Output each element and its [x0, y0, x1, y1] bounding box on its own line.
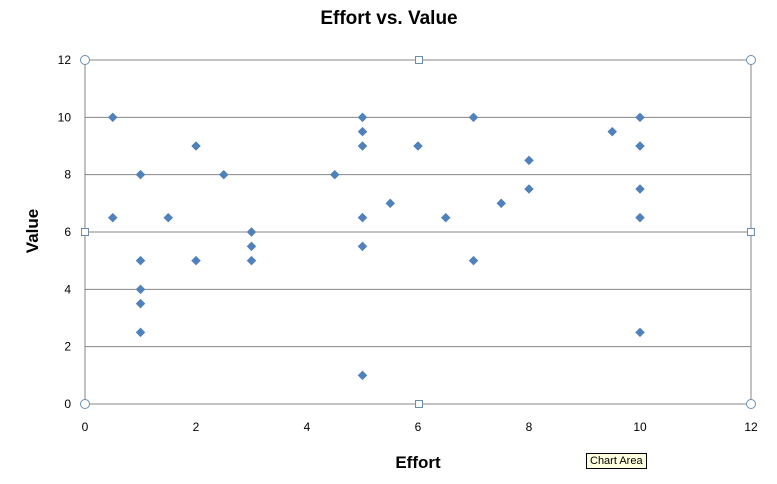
- data-point[interactable]: [135, 298, 146, 309]
- data-point[interactable]: [246, 255, 257, 266]
- data-point[interactable]: [635, 184, 645, 194]
- data-point[interactable]: [524, 155, 534, 166]
- data-point[interactable]: [468, 255, 479, 266]
- data-point[interactable]: [635, 112, 645, 123]
- data-point[interactable]: [107, 112, 118, 123]
- data-point[interactable]: [468, 112, 479, 123]
- selection-handles[interactable]: [80, 55, 756, 409]
- x-tick-label: 0: [82, 420, 89, 434]
- data-point[interactable]: [357, 141, 368, 151]
- data-point[interactable]: [496, 198, 507, 209]
- data-point[interactable]: [135, 284, 146, 295]
- y-tick-label: 4: [64, 282, 71, 296]
- data-point[interactable]: [635, 212, 645, 223]
- x-tick-label: 2: [193, 420, 200, 434]
- y-axis-title: Value: [23, 209, 42, 253]
- data-point[interactable]: [163, 212, 174, 223]
- data-point[interactable]: [385, 198, 396, 209]
- edge-resize-handle[interactable]: [747, 228, 755, 236]
- data-point[interactable]: [607, 126, 618, 137]
- data-point[interactable]: [440, 212, 451, 223]
- y-tick-label: 2: [64, 340, 71, 354]
- axis-tick-labels: 0 2 4 6 8 10 12 0 2 4 6 8 10 12: [58, 53, 758, 434]
- data-point[interactable]: [635, 141, 645, 151]
- corner-resize-handle[interactable]: [746, 399, 756, 409]
- edge-resize-handle[interactable]: [415, 400, 423, 408]
- data-point[interactable]: [329, 169, 340, 180]
- data-point[interactable]: [524, 184, 534, 194]
- data-point[interactable]: [107, 212, 118, 223]
- data-point[interactable]: [218, 169, 229, 180]
- y-tick-label: 8: [64, 168, 71, 182]
- data-point[interactable]: [246, 241, 257, 252]
- chart-area-tooltip: Chart Area: [586, 453, 647, 469]
- gridlines: [85, 59, 751, 405]
- x-axis-title: Effort: [395, 453, 441, 472]
- corner-resize-handle[interactable]: [80, 55, 90, 65]
- data-point[interactable]: [357, 126, 368, 137]
- data-point[interactable]: [246, 227, 257, 237]
- x-tick-label: 8: [526, 420, 533, 434]
- y-tick-label: 10: [58, 110, 72, 124]
- data-point[interactable]: [135, 327, 146, 338]
- chart-title: Effort vs. Value: [320, 8, 457, 29]
- data-point[interactable]: [191, 255, 201, 266]
- y-tick-label: 6: [64, 225, 71, 239]
- x-tick-label: 4: [304, 420, 311, 434]
- data-point[interactable]: [357, 212, 368, 223]
- edge-resize-handle[interactable]: [415, 56, 423, 64]
- data-point[interactable]: [191, 141, 201, 151]
- edge-resize-handle[interactable]: [81, 228, 89, 236]
- y-tick-label: 0: [64, 397, 71, 411]
- data-point[interactable]: [135, 255, 146, 266]
- x-tick-label: 10: [633, 420, 647, 434]
- data-points[interactable]: [107, 112, 645, 381]
- corner-resize-handle[interactable]: [80, 399, 90, 409]
- data-point[interactable]: [357, 241, 368, 252]
- data-point[interactable]: [135, 169, 146, 180]
- y-tick-label: 12: [58, 53, 72, 67]
- x-tick-label: 6: [415, 420, 422, 434]
- x-tick-label: 12: [744, 420, 758, 434]
- data-point[interactable]: [413, 141, 423, 151]
- data-point[interactable]: [635, 327, 645, 338]
- data-point[interactable]: [357, 112, 368, 123]
- corner-resize-handle[interactable]: [746, 55, 756, 65]
- data-point[interactable]: [357, 370, 368, 381]
